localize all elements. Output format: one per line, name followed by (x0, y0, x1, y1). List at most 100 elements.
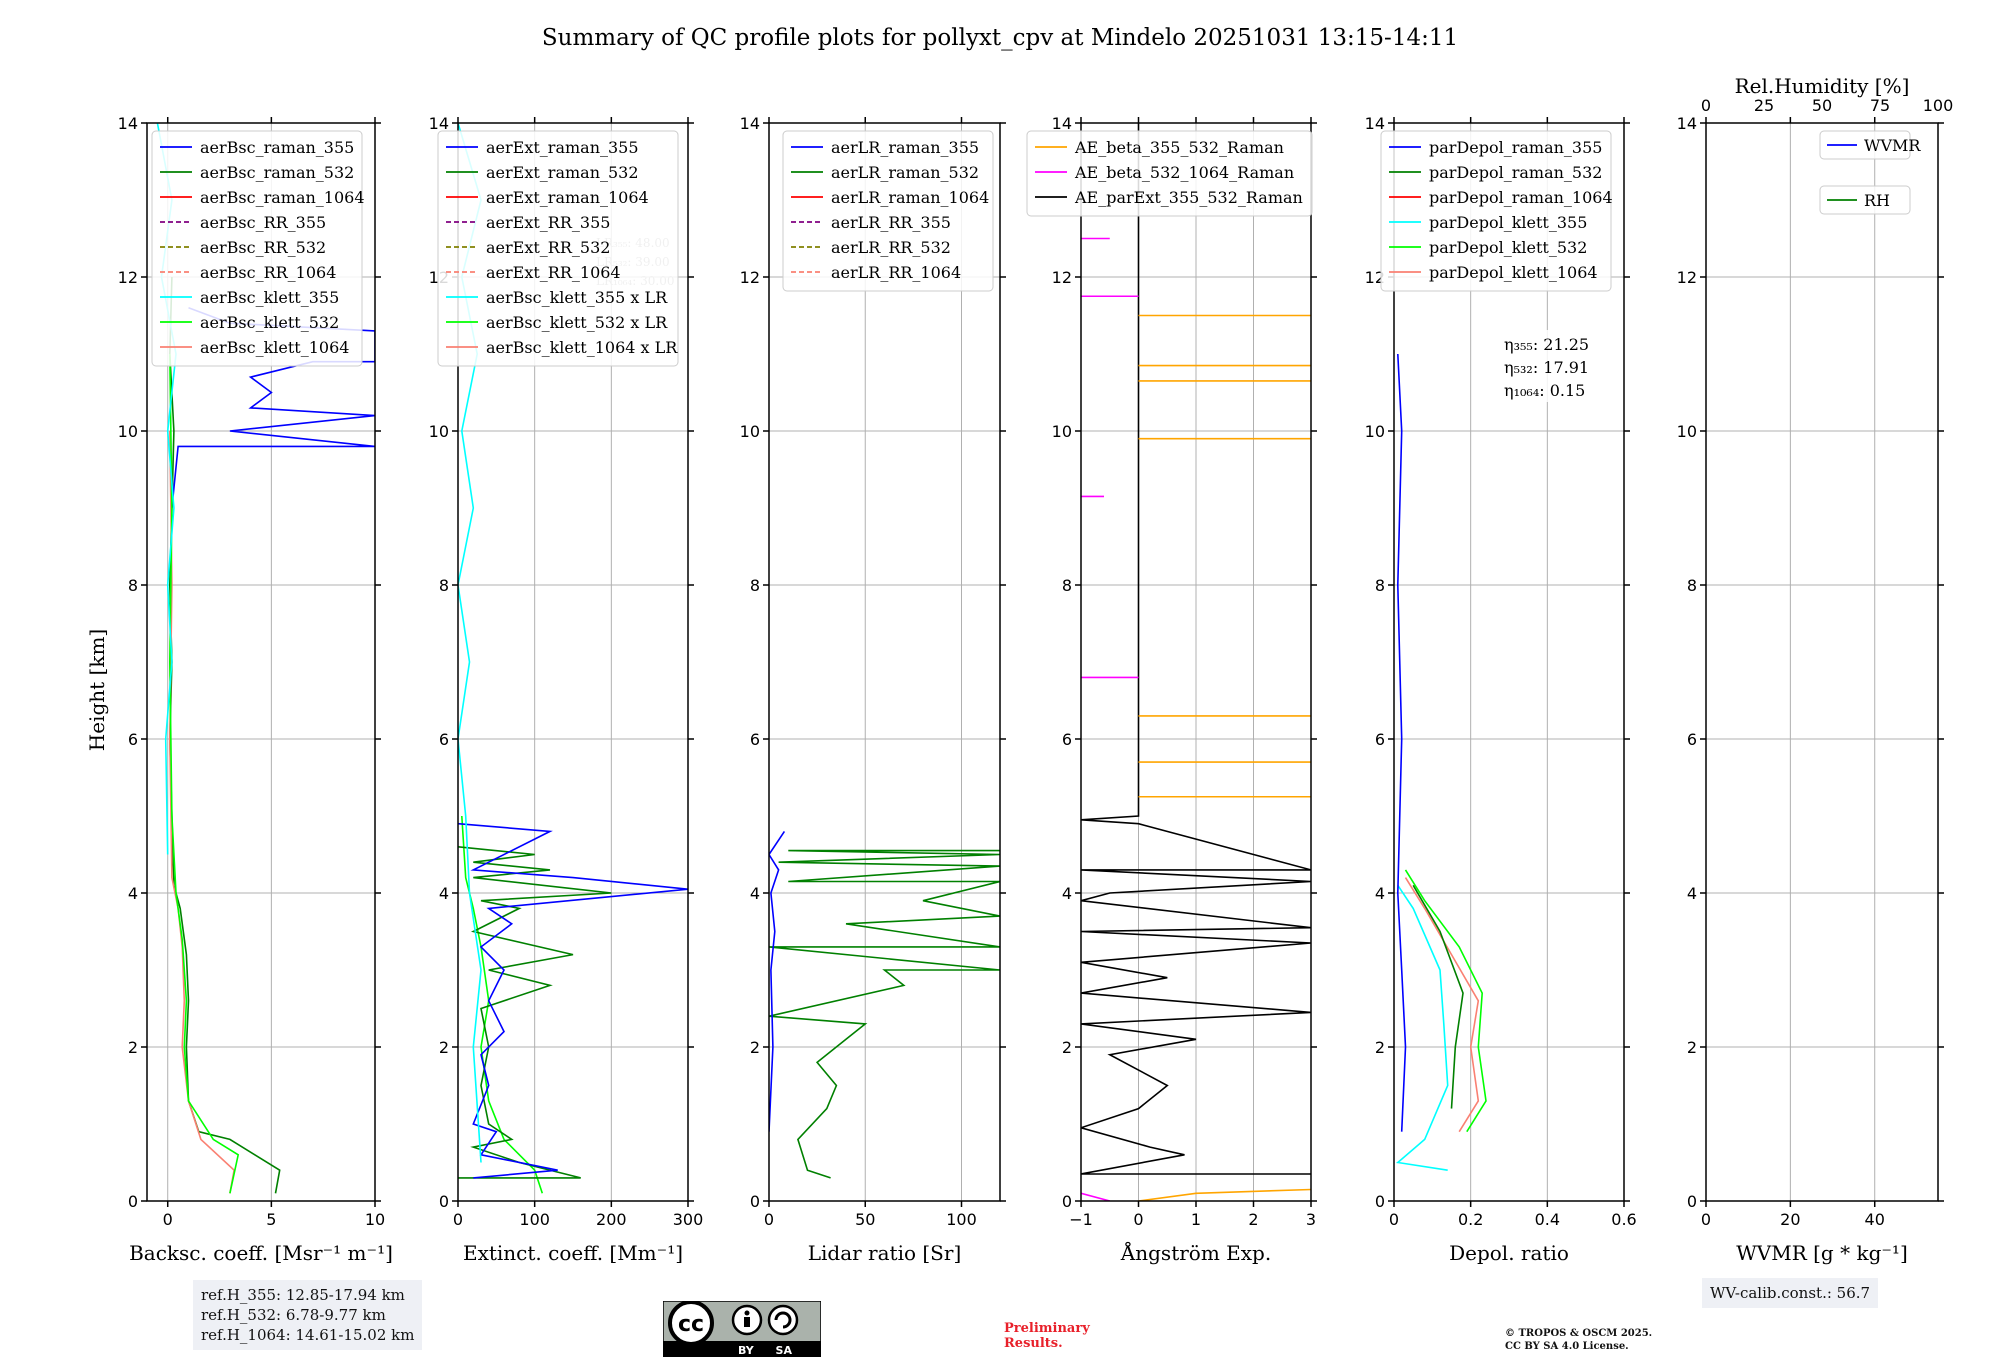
legend-entry: aerExt_RR_1064 (486, 263, 621, 282)
x-axis-label: WVMR [g * kg⁻¹] (1736, 1241, 1908, 1265)
y-tick-label: 10 (118, 422, 138, 441)
legend-entry: AE_parExt_355_532_Raman (1074, 188, 1303, 207)
series-AE_beta_355_532_Raman (1138, 1188, 1311, 1201)
legend-entry: RH (1864, 191, 1890, 210)
y-tick-label: 14 (740, 114, 760, 133)
y-tick-label: 2 (750, 1038, 760, 1057)
legend-entry: AE_beta_355_532_Raman (1074, 138, 1284, 157)
legend-entry: AE_beta_532_1064_Raman (1074, 163, 1294, 182)
legend-box (1026, 130, 1313, 217)
x-axis-label: Lidar ratio [Sr] (808, 1241, 962, 1265)
copyright-line-2: CC BY SA 4.0 License. (1505, 1341, 1629, 1352)
series-parDepol_klett_1064 (1404, 877, 1480, 1133)
x-tick-label: −1 (1069, 1210, 1093, 1229)
y-tick-label: 12 (1052, 268, 1072, 287)
copyright-line-1: © TROPOS & OSCM 2025. (1505, 1328, 1653, 1339)
y-tick-label: 10 (1052, 422, 1072, 441)
panel-wv: 0 20 40 0 2 4 6 8 10 12 14 WVMR [g * kg⁻¹] 0 25 50 75 10… (1677, 74, 1954, 1265)
x-tick-label: 40 (1865, 1210, 1885, 1229)
legend-entry: aerExt_RR_355 (486, 213, 610, 232)
x-tick-label: 0.4 (1535, 1210, 1560, 1229)
x-tick-label: 200 (596, 1210, 627, 1229)
legend-entry: aerLR_RR_1064 (831, 263, 961, 282)
y-tick-label: 0 (750, 1192, 760, 1211)
legend-entry: aerBsc_klett_1064 x LR (486, 338, 678, 357)
reference-height-box: ref.H_355: 12.85-17.94 km ref.H_532: 6.7… (193, 1280, 423, 1350)
panel-depol: 0 0.2 0.4 0.6 0 2 4 6 8 10 12 14 Depol. ratio parDepo… (1365, 114, 1637, 1265)
axes-frame (1705, 122, 1939, 1202)
axes-frame (146, 122, 376, 1202)
series-aerLR_raman_355 (769, 830, 786, 1132)
y-tick-label: 14 (118, 114, 138, 133)
series-aerBsc_raman_355 (171, 307, 375, 509)
y-tick-label: 8 (1062, 576, 1072, 595)
y-tick-label: 4 (439, 884, 449, 903)
panel-ext: 010020030002468101214Extinct. coeff. [Mm… (429, 114, 704, 1265)
legend-box (1819, 130, 1911, 160)
series-aerExt_raman_532 (458, 846, 612, 1179)
y-tick-label: 6 (1687, 730, 1697, 749)
x-tick-label: 0 (1389, 1210, 1399, 1229)
legend-entry: aerBsc_klett_1064 (200, 338, 349, 357)
y-tick-label: 8 (128, 576, 138, 595)
y-tick-label: 0 (1375, 1192, 1385, 1211)
y-tick-label: 10 (1677, 422, 1697, 441)
x-tick-label: 0.6 (1611, 1210, 1636, 1229)
ref-h-1064: ref.H_1064: 14.61-15.02 km (201, 1326, 415, 1344)
panel-bsc: 0 5 10 0 2 4 6 8 10 12 14 Backsc. coeff. [Msr⁻¹ m⁻¹… (118, 114, 393, 1265)
series-aerBsc_klett_532 (168, 353, 240, 1194)
series-parDepol_klett_355 (1395, 884, 1449, 1171)
preliminary-note: Preliminary Results. (1004, 1321, 1090, 1351)
y-tick-label: 0 (439, 1192, 449, 1211)
x-tick-label: 50 (855, 1210, 875, 1229)
figure-title: Summary of QC profile plots for pollyxt_… (542, 25, 1458, 51)
x-tick-label: 5 (266, 1210, 276, 1229)
y-tick-label: 12 (740, 268, 760, 287)
legend-entry: aerBsc_raman_1064 (200, 188, 365, 207)
y-axis-label: Height [km] (85, 629, 109, 751)
x-tick-label: 3 (1306, 1210, 1316, 1229)
axes-frame (1393, 122, 1625, 1202)
y-tick-label: 10 (1365, 422, 1385, 441)
y-tick-label: 12 (1365, 268, 1385, 287)
eta-annotation-box (1498, 330, 1598, 402)
ref-h-532: ref.H_532: 6.78-9.77 km (201, 1306, 386, 1324)
y-tick-label: 2 (128, 1038, 138, 1057)
y-tick-label: 4 (1062, 884, 1072, 903)
series-AE_beta_532_1064_Raman (1081, 1192, 1111, 1201)
y-tick-label: 14 (1052, 114, 1072, 133)
x-tick-label: 300 (673, 1210, 704, 1229)
y-tick-label: 6 (750, 730, 760, 749)
y-tick-label: 14 (429, 114, 449, 133)
series-AE_parExt_355_532_Raman (1081, 123, 1311, 1175)
ref-h-355: ref.H_355: 12.85-17.94 km (201, 1286, 405, 1304)
y-tick-label: 2 (439, 1038, 449, 1057)
y-tick-label: 6 (1375, 730, 1385, 749)
x2-tick-label: 0 (1701, 96, 1711, 115)
y-tick-label: 14 (1365, 114, 1385, 133)
series-aerExt_raman_355 (458, 822, 688, 1179)
y-tick-label: 0 (1687, 1192, 1697, 1211)
axes-frame (768, 122, 1001, 1202)
x-tick-label: 0 (1133, 1210, 1143, 1229)
share-alike-icon (767, 1304, 799, 1336)
x-tick-label: 0 (163, 1210, 173, 1229)
legend-box (437, 130, 679, 367)
y-tick-label: 8 (750, 576, 760, 595)
legend-entry: aerLR_raman_1064 (831, 188, 989, 207)
legend-entry: aerBsc_RR_355 (200, 213, 326, 232)
legend-entry: aerLR_RR_355 (831, 213, 951, 232)
eta-annotation: η₃₅₅: 21.25 (1504, 335, 1589, 354)
x-tick-label: 0 (764, 1210, 774, 1229)
series-parDepol_klett_532 (1404, 869, 1487, 1133)
panel-lr: 0 50 100 0 2 4 6 8 10 12 14 Lidar ratio [Sr] aerLR_r… (740, 114, 1006, 1265)
y-tick-label: 4 (128, 884, 138, 903)
cc-icon (668, 1301, 714, 1346)
legend-entry: parDepol_raman_1064 (1429, 188, 1613, 207)
y-tick-label: 4 (750, 884, 760, 903)
x-tick-label: 1 (1191, 1210, 1201, 1229)
legend-entry: aerLR_raman_355 (831, 138, 979, 157)
legend-entry: parDepol_klett_1064 (1429, 263, 1598, 282)
